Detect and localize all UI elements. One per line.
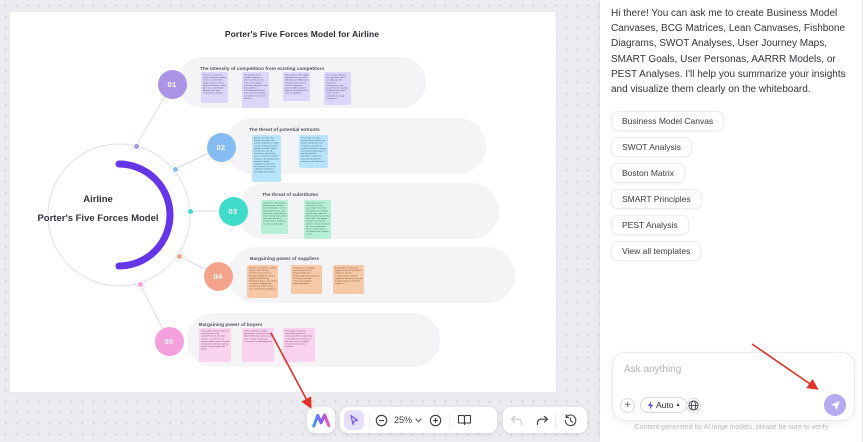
zoom-out-button[interactable] xyxy=(370,407,392,433)
section-number-badge-03[interactable]: 03 xyxy=(218,196,248,226)
ai-chat-panel: Hi there! You can ask me to create Busin… xyxy=(600,0,862,442)
sticky-note[interactable]: Availability of alternative suppliers: d… xyxy=(333,265,364,294)
template-button-swot-analysis[interactable]: SWOT Analysis xyxy=(611,137,692,157)
sticky-note[interactable]: Most airlines offer highly homogeneous s… xyxy=(283,72,310,101)
sticky-note-text: The aviation industry has high fixed cos… xyxy=(325,73,348,99)
section-potential-entrants[interactable]: The threat of potential entrants Barrier… xyxy=(225,118,486,182)
assistant-greeting-message: Hi there! You can ask me to create Busin… xyxy=(611,8,846,96)
hub-dot-4 xyxy=(174,251,184,261)
sticky-note[interactable]: Online platforms enable passengers to ea… xyxy=(242,328,274,362)
sticky-note-text: Number of suppliers: airlines rely on a … xyxy=(248,266,277,290)
sticky-note-text: Economies of scale: existing large airli… xyxy=(300,136,326,162)
boardmix-logo-icon xyxy=(312,413,331,428)
sticky-note[interactable]: Switching costs for customers is low; pa… xyxy=(304,200,331,239)
redo-icon xyxy=(536,415,548,425)
sticky-note-text: Online platforms enable passengers to ea… xyxy=(243,329,273,343)
sticky-note-text: Switching costs for customers is low; pa… xyxy=(305,201,330,235)
section-buyers[interactable]: Bargaining power of buyers The number of… xyxy=(187,313,440,367)
hub-dot-1 xyxy=(131,141,141,151)
add-attachment-button[interactable]: + xyxy=(620,398,635,413)
whiteboard-workspace[interactable]: Porter's Five Forces Model for Airline A… xyxy=(0,0,600,442)
app-logo-button[interactable] xyxy=(307,407,335,433)
sticky-note-text: There are numerous airlines globally, le… xyxy=(202,73,226,94)
sticky-note[interactable]: Economies of scale: existing large airli… xyxy=(299,135,328,168)
sticky-note-text: Uniqueness of supplies: aircraft and fue… xyxy=(292,266,319,285)
sticky-note-text: Substitutes: the aviation industry faces… xyxy=(262,201,286,225)
undo-icon xyxy=(510,415,522,425)
section-substitutes[interactable]: The threat of substitutes Substitutes: t… xyxy=(237,183,499,239)
diagram-title[interactable]: Porter's Five Forces Model for Airline xyxy=(224,29,380,39)
hub-dot-3 xyxy=(185,206,195,216)
model-selector-dropdown[interactable]: Auto ▲ xyxy=(640,397,688,413)
zoom-level-value: 25% xyxy=(394,415,413,425)
section-number-badge-05[interactable]: 05 xyxy=(154,326,184,356)
chat-input-card[interactable]: + Auto ▲ xyxy=(612,352,855,421)
section-competition[interactable]: The intensity of competition from existi… xyxy=(177,57,426,108)
center-label[interactable]: Airline Porter's Five Forces Model xyxy=(10,194,186,224)
section-heading: Bargaining power of buyers xyxy=(199,322,263,328)
center-label-line2: Porter's Five Forces Model xyxy=(37,213,159,224)
section-heading: The threat of potential entrants xyxy=(249,127,320,133)
send-paper-plane-icon xyxy=(830,400,840,410)
section-heading: The intensity of competition from existi… xyxy=(200,66,325,72)
cursor-icon xyxy=(350,414,359,425)
section-number-badge-01[interactable]: 01 xyxy=(157,69,187,99)
zoom-level-dropdown[interactable]: 25% xyxy=(392,407,424,433)
model-selector-value: Auto xyxy=(656,400,674,410)
sticky-note[interactable]: The growth of the aviation industry is i… xyxy=(242,72,269,108)
zoom-in-button[interactable] xyxy=(424,407,446,433)
template-suggestions: Business Model Canvas SWOT Analysis Boston… xyxy=(611,111,725,261)
sticky-note-text: Availability of alternative suppliers: d… xyxy=(334,266,362,285)
history-toolbar xyxy=(503,407,587,433)
section-heading: Bargaining power of suppliers xyxy=(250,256,320,262)
send-button[interactable] xyxy=(824,394,846,416)
web-access-button[interactable] xyxy=(686,398,701,413)
section-number-badge-02[interactable]: 02 xyxy=(206,132,236,162)
pages-button[interactable] xyxy=(450,407,478,433)
history-button[interactable] xyxy=(556,407,585,433)
sticky-note[interactable]: Uniqueness of supplies: aircraft and fue… xyxy=(291,265,322,294)
purple-arc xyxy=(115,160,174,270)
zoom-in-icon xyxy=(429,414,441,426)
canvas-sheet[interactable]: Porter's Five Forces Model for Airline A… xyxy=(10,12,556,392)
caret-up-icon: ▲ xyxy=(675,402,681,408)
template-button-view-all-templates[interactable]: View all templates xyxy=(611,241,702,261)
template-button-boston-matrix[interactable]: Boston Matrix xyxy=(611,163,685,183)
redo-button[interactable] xyxy=(529,407,555,433)
template-button-smart-principles[interactable]: SMART Principles xyxy=(611,189,702,209)
template-button-business-model-canvas[interactable]: Business Model Canvas xyxy=(611,111,725,131)
center-label-line1: Airline xyxy=(83,194,113,205)
sticky-note[interactable]: Passengers have low switching costs when… xyxy=(283,328,315,362)
sticky-note[interactable]: There are numerous airlines globally, le… xyxy=(201,72,228,103)
globe-icon xyxy=(688,400,699,411)
ask-input[interactable] xyxy=(624,362,824,376)
undo-button[interactable] xyxy=(503,407,529,433)
section-heading: The threat of substitutes xyxy=(262,192,319,198)
section-suppliers[interactable]: Bargaining power of suppliers Number of … xyxy=(228,247,515,303)
sticky-note[interactable]: The aviation industry has high fixed cos… xyxy=(324,72,351,105)
sticky-note-text: The number of passengers is vast, but du… xyxy=(200,329,230,350)
chevron-down-icon xyxy=(415,417,422,423)
hub-dot-2 xyxy=(170,164,180,174)
sticky-note-text: Passengers have low switching costs when… xyxy=(284,329,312,348)
zoom-out-icon xyxy=(375,414,387,426)
canvas-toolbar: 25% xyxy=(340,407,497,433)
sticky-note[interactable]: Number of suppliers: airlines rely on a … xyxy=(247,265,278,298)
template-button-pest-analysis[interactable]: PEST Analysis xyxy=(611,215,689,235)
sticky-note-text: Barriers to entry: the barriers to entry… xyxy=(253,136,279,173)
history-clock-icon xyxy=(564,413,577,426)
sticky-note[interactable]: Barriers to entry: the barriers to entry… xyxy=(252,135,281,182)
sticky-note-text: The growth of the aviation industry is i… xyxy=(243,73,267,99)
sticky-note[interactable]: The number of passengers is vast, but du… xyxy=(199,328,231,362)
plus-icon: + xyxy=(624,399,631,411)
sticky-note-text: Most airlines offer highly homogeneous s… xyxy=(284,73,309,94)
hub-dot-5 xyxy=(135,279,145,289)
lightning-icon xyxy=(647,401,654,409)
sticky-note[interactable]: Substitutes: the aviation industry faces… xyxy=(261,200,288,234)
section-number-badge-04[interactable]: 04 xyxy=(203,261,233,291)
ai-disclaimer: Content generated by AI large models, pl… xyxy=(634,424,829,431)
select-tool-button[interactable] xyxy=(344,410,364,430)
open-book-icon xyxy=(457,414,471,426)
